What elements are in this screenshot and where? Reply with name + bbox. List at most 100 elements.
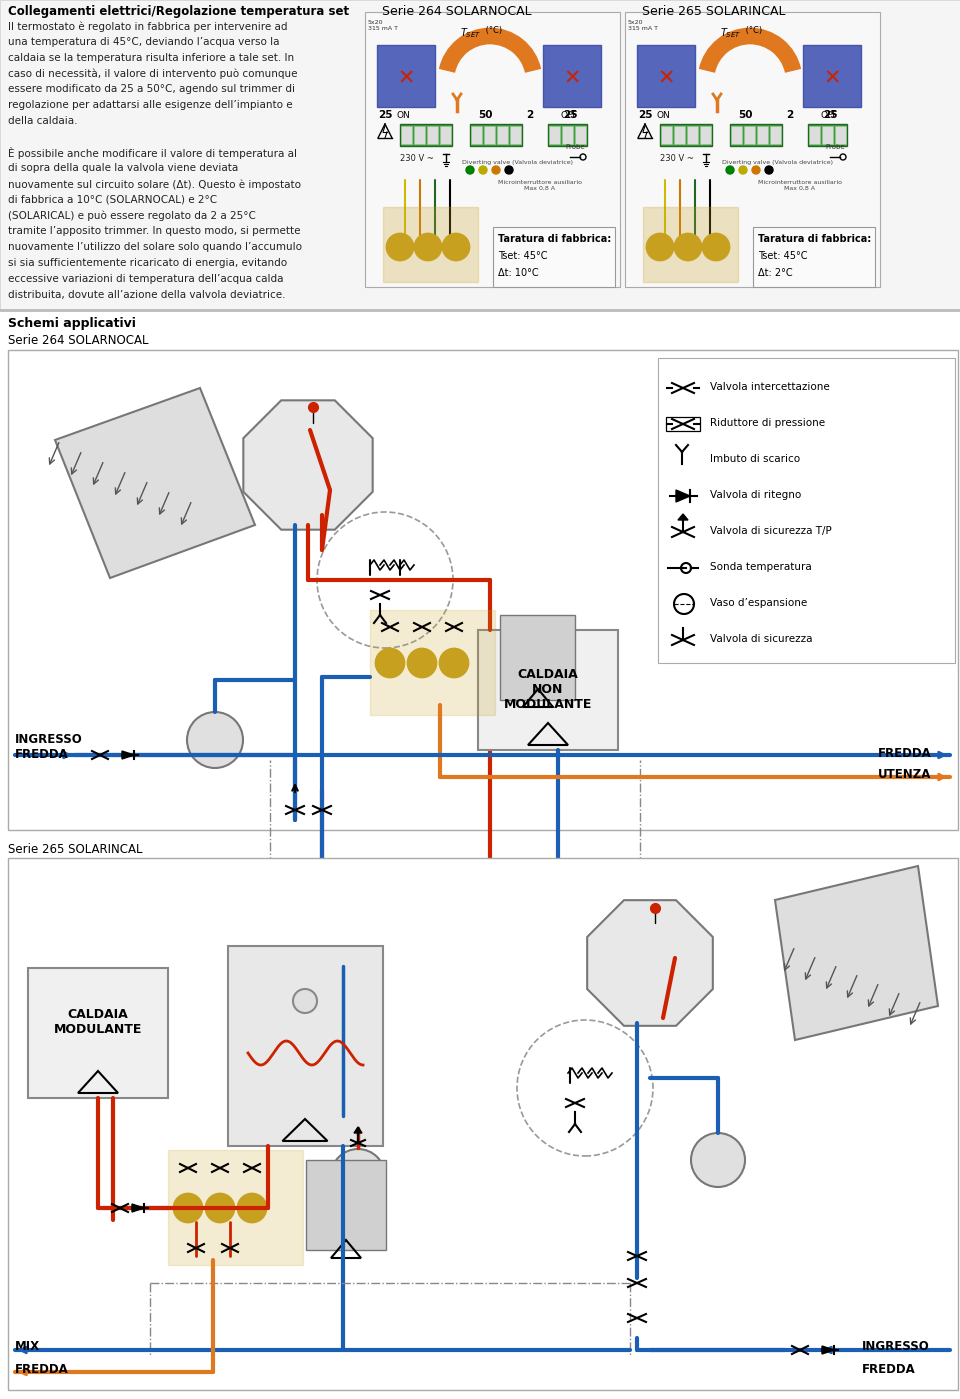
Text: 50: 50: [478, 111, 492, 120]
Text: Serie 265 SOLARINCAL: Serie 265 SOLARINCAL: [8, 844, 142, 856]
Text: si sia sufficientemente ricaricato di energia, evitando: si sia sufficientemente ricaricato di en…: [8, 257, 287, 269]
Text: INGRESSO
FREDDA: INGRESSO FREDDA: [15, 733, 83, 761]
Bar: [822, 126, 833, 144]
Circle shape: [376, 649, 404, 677]
Text: (°C): (°C): [483, 27, 502, 35]
Text: Probe: Probe: [565, 144, 585, 150]
Text: 25: 25: [637, 111, 652, 120]
Bar: [643, 207, 738, 283]
Text: 230 V ~: 230 V ~: [400, 154, 434, 164]
Bar: [470, 125, 522, 145]
Bar: [414, 126, 425, 144]
Text: CALDAIA
NON
MODULANTE: CALDAIA NON MODULANTE: [504, 667, 592, 711]
Text: MIX: MIX: [15, 1340, 40, 1353]
Bar: [835, 126, 846, 144]
Text: 50: 50: [737, 111, 753, 120]
Bar: [400, 125, 452, 145]
Bar: [500, 616, 575, 700]
Text: UTENZA: UTENZA: [878, 768, 931, 781]
Text: una temperatura di 45°C, deviando l’acqua verso la: una temperatura di 45°C, deviando l’acqu…: [8, 36, 279, 46]
Circle shape: [674, 595, 694, 614]
Polygon shape: [775, 866, 938, 1039]
Text: Riduttore di pressione: Riduttore di pressione: [710, 418, 826, 428]
Bar: [427, 126, 438, 144]
Text: Tset: 45°C: Tset: 45°C: [498, 250, 547, 262]
Text: 5x20
315 mA T: 5x20 315 mA T: [368, 20, 398, 31]
Circle shape: [187, 712, 243, 768]
Bar: [510, 126, 521, 144]
Bar: [674, 126, 685, 144]
Text: caldaia se la temperatura risulta inferiore a tale set. In: caldaia se la temperatura risulta inferi…: [8, 53, 294, 63]
Circle shape: [293, 989, 317, 1013]
Text: 25: 25: [563, 111, 577, 120]
Text: 2: 2: [526, 111, 534, 120]
Circle shape: [387, 234, 413, 260]
Bar: [306, 1160, 386, 1249]
Text: $T_{SET}$: $T_{SET}$: [720, 27, 741, 39]
Text: (SOLARICAL) e può essere regolato da 2 a 25°C: (SOLARICAL) e può essere regolato da 2 a…: [8, 211, 256, 221]
Bar: [401, 126, 412, 144]
Bar: [478, 630, 618, 750]
Text: Serie 264 SOLARNOCAL: Serie 264 SOLARNOCAL: [382, 6, 532, 18]
Polygon shape: [122, 751, 134, 760]
Bar: [0, 0, 960, 311]
Polygon shape: [676, 490, 690, 502]
Bar: [543, 45, 601, 106]
Text: 25: 25: [823, 111, 837, 120]
Text: FREDDA: FREDDA: [878, 747, 932, 760]
Bar: [168, 1150, 303, 1265]
Bar: [549, 126, 560, 144]
Bar: [731, 126, 742, 144]
Text: FREDDA: FREDDA: [15, 1363, 69, 1377]
Bar: [770, 126, 781, 144]
Bar: [658, 358, 955, 663]
Text: eccessive variazioni di temperatura dell’acqua calda: eccessive variazioni di temperatura dell…: [8, 274, 283, 284]
Text: distribuita, dovute all’azione della valvola deviatrice.: distribuita, dovute all’azione della val…: [8, 290, 285, 299]
Bar: [440, 126, 451, 144]
Text: tramite l’apposito trimmer. In questo modo, si permette: tramite l’apposito trimmer. In questo mo…: [8, 227, 300, 236]
Bar: [8, 858, 958, 1391]
Bar: [562, 126, 573, 144]
Circle shape: [505, 166, 513, 173]
Bar: [660, 125, 712, 145]
Bar: [228, 946, 383, 1146]
Bar: [471, 126, 482, 144]
Text: Serie 264 SOLARNOCAL: Serie 264 SOLARNOCAL: [8, 334, 149, 347]
Polygon shape: [588, 900, 713, 1025]
Text: $T_{SET}$: $T_{SET}$: [460, 27, 481, 39]
Bar: [637, 45, 695, 106]
Bar: [8, 350, 958, 830]
Circle shape: [492, 166, 500, 173]
Text: Imbuto di scarico: Imbuto di scarico: [710, 455, 800, 464]
Text: (°C): (°C): [743, 27, 762, 35]
Polygon shape: [55, 388, 255, 578]
Text: ON: ON: [656, 111, 670, 120]
Text: Probe: Probe: [825, 144, 845, 150]
Text: di fabbrica a 10°C (SOLARNOCAL) e 2°C: di fabbrica a 10°C (SOLARNOCAL) e 2°C: [8, 194, 217, 204]
Bar: [28, 968, 168, 1098]
Bar: [383, 207, 478, 283]
Text: Valvola intercettazione: Valvola intercettazione: [710, 382, 829, 392]
Circle shape: [466, 166, 474, 173]
Text: Δt: 10°C: Δt: 10°C: [498, 269, 539, 278]
Polygon shape: [354, 1128, 362, 1133]
Text: nuovamente l’utilizzo del solare solo quando l’accumulo: nuovamente l’utilizzo del solare solo qu…: [8, 242, 302, 252]
Bar: [575, 126, 586, 144]
Bar: [497, 126, 508, 144]
Circle shape: [443, 234, 469, 260]
Circle shape: [726, 166, 734, 173]
Text: regolazione per adattarsi alle esigenze dell’impianto e: regolazione per adattarsi alle esigenze …: [8, 99, 293, 111]
Text: Vaso d’espansione: Vaso d’espansione: [710, 597, 807, 609]
Text: 5x20
315 mA T: 5x20 315 mA T: [628, 20, 658, 31]
Text: 230 V ~: 230 V ~: [660, 154, 694, 164]
Circle shape: [331, 1149, 385, 1203]
Text: 2: 2: [786, 111, 794, 120]
Text: Schemi applicativi: Schemi applicativi: [8, 318, 136, 330]
Text: ✕: ✕: [397, 69, 415, 90]
Text: Microinterruttore ausiliario
Max 0,8 A: Microinterruttore ausiliario Max 0,8 A: [758, 180, 842, 190]
Text: Collegamenti elettrici/Regolazione temperatura set: Collegamenti elettrici/Regolazione tempe…: [8, 6, 349, 18]
Circle shape: [479, 166, 487, 173]
Text: FREDDA: FREDDA: [862, 1363, 916, 1377]
Text: Valvola di ritegno: Valvola di ritegno: [710, 490, 802, 499]
Text: Δt: 2°C: Δt: 2°C: [758, 269, 793, 278]
